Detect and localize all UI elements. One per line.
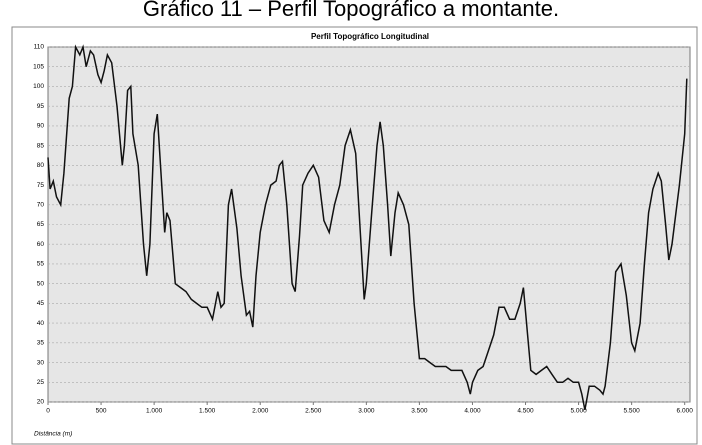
x-tick-label: 5.500 (623, 408, 640, 415)
y-tick-label: 100 (33, 83, 44, 90)
y-tick-label: 30 (37, 359, 45, 366)
x-tick-label: 1.000 (146, 408, 163, 415)
x-tick-label: 6.000 (677, 408, 694, 415)
y-tick-label: 95 (37, 103, 45, 110)
y-tick-label: 75 (37, 182, 45, 189)
chart-title: Perfil Topográfico Longitudinal (311, 32, 429, 41)
y-tick-label: 55 (37, 261, 45, 268)
x-tick-label: 0 (46, 408, 50, 415)
x-tick-label: 2.000 (252, 408, 269, 415)
y-tick-label: 70 (37, 201, 45, 208)
x-axis-label: Distância (m) (34, 431, 72, 438)
y-tick-label: 80 (37, 162, 45, 169)
x-tick-label: 4.000 (464, 408, 481, 415)
x-tick-label: 3.500 (411, 408, 428, 415)
y-tick-label: 20 (37, 399, 45, 406)
y-tick-label: 85 (37, 142, 45, 149)
y-tick-label: 50 (37, 280, 45, 287)
y-tick-label: 40 (37, 320, 45, 327)
y-tick-label: 35 (37, 340, 45, 347)
y-tick-label: 25 (37, 379, 45, 386)
x-tick-label: 1.500 (199, 408, 216, 415)
x-tick-label: 500 (96, 408, 107, 415)
x-tick-label: 3.000 (358, 408, 375, 415)
y-tick-label: 110 (34, 44, 45, 51)
y-tick-label: 90 (37, 123, 45, 130)
x-tick-label: 2.500 (305, 408, 322, 415)
y-tick-label: 45 (37, 300, 45, 307)
profile-line (47, 44, 688, 411)
caption: Gráfico 11 – Perfil Topográfico a montan… (143, 0, 559, 21)
x-tick-label: 5.000 (570, 408, 587, 415)
y-tick-label: 60 (37, 241, 45, 248)
x-tick-label: 4.500 (517, 408, 534, 415)
y-tick-label: 65 (37, 221, 45, 228)
y-tick-label: 105 (33, 63, 44, 70)
